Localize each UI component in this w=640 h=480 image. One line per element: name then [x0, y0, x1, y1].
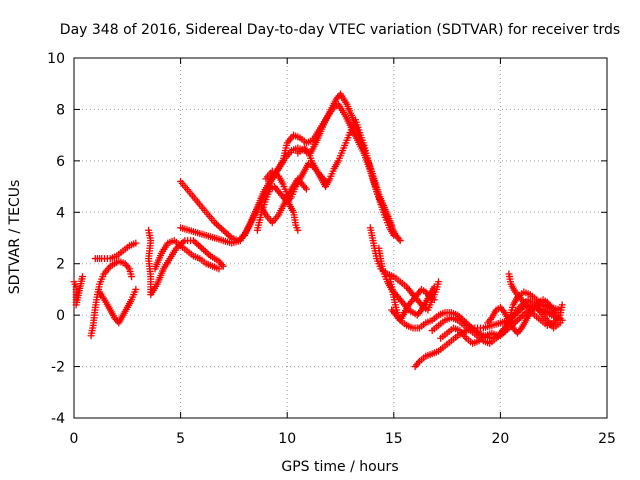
series-trace-k: [262, 167, 302, 234]
data-point: [79, 273, 87, 281]
data-point: [558, 301, 566, 309]
data-point: [396, 237, 404, 245]
series-trace-f: [151, 237, 223, 273]
data-point: [430, 283, 438, 291]
data-point: [215, 265, 223, 273]
data-point: [552, 309, 560, 317]
x-tick-label: 20: [491, 431, 509, 447]
data-point: [132, 239, 140, 247]
data-point: [219, 262, 227, 270]
data-point: [132, 285, 140, 293]
data-point: [302, 185, 310, 193]
y-tick-label: -2: [51, 360, 65, 376]
series-trace-a: [70, 273, 87, 309]
series-trace-g: [177, 100, 404, 245]
x-tick-label: 10: [278, 431, 296, 447]
data-point: [435, 278, 443, 286]
series-trace-b: [87, 257, 136, 340]
plot-frame: [73, 57, 608, 419]
series-trace-d: [96, 285, 140, 327]
y-tick-label: 4: [56, 205, 65, 221]
y-tick-label: 6: [56, 154, 65, 170]
series-trace-o: [386, 273, 438, 324]
series-trace-u: [484, 296, 560, 337]
data-point: [390, 231, 398, 239]
y-axis-label: SDTVAR / TECUs: [7, 180, 23, 295]
chart-title: Day 348 of 2016, Sidereal Day-to-day VTE…: [60, 22, 620, 38]
data-point: [430, 296, 438, 304]
y-tick-label: -4: [51, 411, 65, 427]
grid-layer: [74, 58, 607, 418]
y-tick-label: 0: [56, 308, 65, 324]
data-point: [294, 226, 302, 234]
x-tick-label: 5: [176, 431, 185, 447]
data-point: [128, 273, 136, 281]
axes-layer: [73, 57, 608, 419]
x-tick-label: 15: [385, 431, 403, 447]
y-tick-label: 2: [56, 257, 65, 273]
series-trace-j: [258, 175, 310, 227]
y-tick-label: 10: [47, 51, 65, 67]
data-point: [558, 316, 566, 324]
y-tick-label: 8: [56, 102, 65, 118]
series-trace-l: [294, 116, 398, 239]
series-trace-c: [91, 239, 140, 263]
x-tick-label: 0: [70, 431, 79, 447]
ticks-layer: 0 5 10 15 20 25 -4 -2 0 2 4 6 8 10: [47, 51, 616, 447]
series-trace-m: [366, 224, 443, 314]
series-trace-h: [177, 90, 396, 247]
x-axis-label: GPS time / hours: [281, 459, 398, 475]
data-marks: [70, 90, 566, 371]
x-tick-label: 25: [598, 431, 616, 447]
